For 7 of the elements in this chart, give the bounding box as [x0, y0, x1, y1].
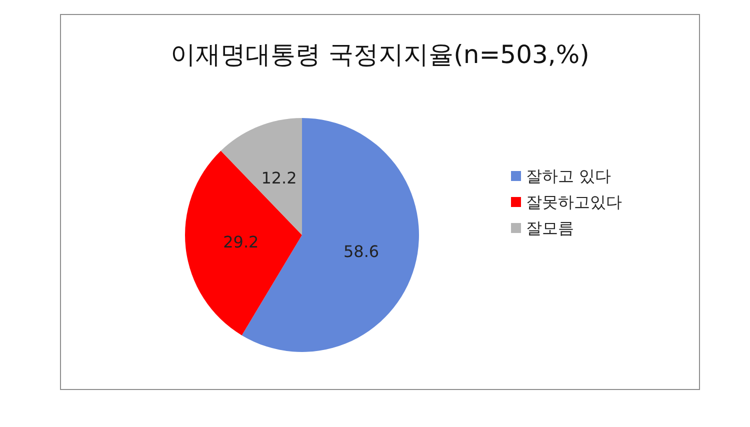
data-label: 58.6 [343, 242, 380, 261]
data-label: 29.2 [223, 232, 259, 252]
legend-label: 잘모름 [526, 218, 574, 238]
data-label: 12.2 [261, 168, 297, 188]
legend-label: 잘하고 있다 [526, 166, 612, 186]
legend-label: 잘못하고있다 [526, 192, 622, 212]
chart-title: 이재명대통령 국정지지율(n=503,%) [170, 40, 590, 69]
